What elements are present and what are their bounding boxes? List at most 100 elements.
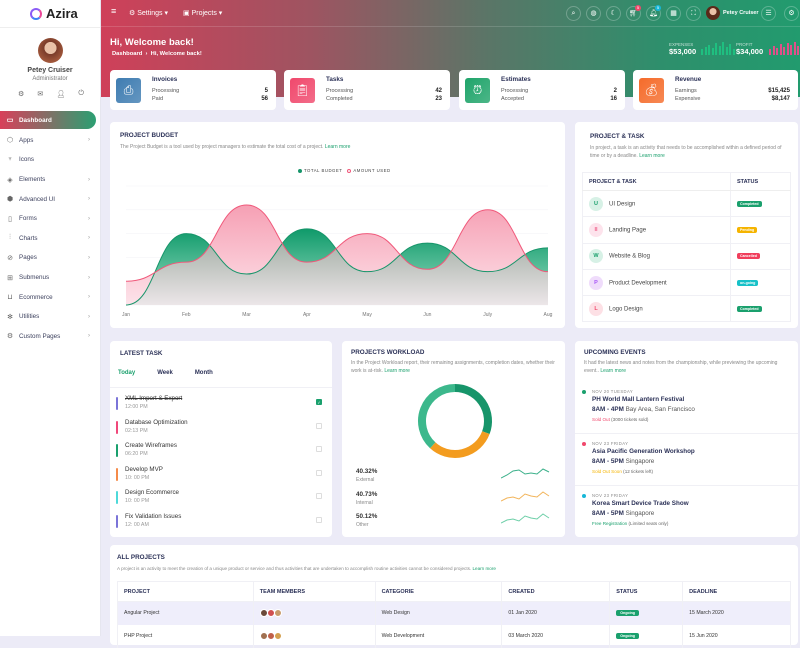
mail-icon[interactable]: ✉ xyxy=(37,91,44,98)
tab-month[interactable]: Month xyxy=(194,370,213,376)
event-item[interactable]: NOV 23 FRIDAY Korea Smart Device Trade S… xyxy=(582,492,798,542)
expenses-value: $53,000 xyxy=(669,47,697,56)
stat-card-estimates[interactable]: ⏰︎ Estimates Processing 2 Accepted 16 xyxy=(459,70,625,110)
task-checkbox[interactable] xyxy=(316,446,322,453)
user-name-top[interactable]: Petey Cruiser xyxy=(723,10,759,16)
sidebar-right-icon[interactable]: ☰ xyxy=(761,6,776,21)
sidebar-item-pages[interactable]: ⊘ Pages › xyxy=(0,248,100,268)
task-checkbox[interactable] xyxy=(316,493,322,500)
column-header: STATUS xyxy=(730,172,791,191)
spark-bar xyxy=(715,43,717,55)
sidebar-item-custom-pages[interactable]: ⚙ Custom Pages › xyxy=(0,327,100,347)
task-checkbox[interactable] xyxy=(316,469,322,476)
stat-card-invoices[interactable]: ⎙ Invoices Processing 5 Paid 56 xyxy=(110,70,276,110)
card-description: It had the latest news and notes from th… xyxy=(584,360,778,374)
table-row[interactable]: PHP Project Web Development 03 March 202… xyxy=(117,624,791,648)
status-badge: Completed xyxy=(737,305,762,312)
task-checkbox[interactable] xyxy=(316,517,322,523)
project-name: Product Development xyxy=(609,280,667,287)
sidebar-item-utilities[interactable]: ✻ Utilities › xyxy=(0,307,100,327)
member-avatar[interactable] xyxy=(273,632,282,640)
apps-grid-icon[interactable]: ▦ xyxy=(666,6,681,21)
brand-logo[interactable]: Azira xyxy=(30,6,78,21)
member-avatar[interactable] xyxy=(273,609,282,618)
task-color-bar xyxy=(116,444,118,458)
profit-label: PROFIT xyxy=(736,42,753,47)
settings-menu[interactable]: ⚙ Settings ▾ xyxy=(129,10,168,17)
breadcrumb-dashboard[interactable]: Dashboard xyxy=(112,51,143,57)
donut-segment-other[interactable] xyxy=(418,384,456,449)
event-place: Bay Area, San Francisco xyxy=(625,406,695,413)
sparkline xyxy=(501,490,550,501)
project-name[interactable]: PHP Project xyxy=(117,624,254,648)
sidebar-item-forms[interactable]: ▯ Forms › xyxy=(0,209,100,229)
sidebar-item-charts[interactable]: ⫶ Charts › xyxy=(0,229,100,249)
learn-more-link[interactable]: Learn more xyxy=(324,144,351,150)
workload-percent: 40.73% xyxy=(356,490,378,498)
event-date: NOV 23 FRIDAY xyxy=(592,493,629,498)
table-row[interactable]: W Website & Blog Cancelled xyxy=(582,243,791,270)
cart-icon[interactable]: 🛒︎ 5 xyxy=(626,5,641,21)
sidebar-item-label: Apps xyxy=(19,136,34,144)
tab-today[interactable]: Today xyxy=(118,370,136,376)
table-row[interactable]: P Product Development on-going xyxy=(582,269,791,297)
learn-more-link[interactable]: Learn more xyxy=(639,153,665,159)
donut-segment-internal[interactable] xyxy=(430,431,490,458)
sidebar-item-icons[interactable]: ♆ Icons xyxy=(0,150,100,170)
sidebar-item-elements[interactable]: ◈ Elements › xyxy=(0,170,100,190)
search-icon[interactable]: ⌕ xyxy=(566,6,581,21)
workload-percent: 40.32% xyxy=(356,468,378,475)
settings-icon[interactable]: ⚙ xyxy=(18,91,25,98)
menu-toggle-icon[interactable]: ≡ xyxy=(111,6,117,16)
sidebar-item-apps[interactable]: ⬡ Apps › xyxy=(0,131,100,151)
status-badge: Ongoing xyxy=(616,610,639,617)
task-checkbox[interactable]: ✓ xyxy=(316,399,322,405)
donut-segment-external[interactable] xyxy=(454,384,492,435)
gear-icon[interactable]: ⚙ xyxy=(784,6,799,21)
project-name[interactable]: Angular Project xyxy=(117,601,254,625)
spark-bar xyxy=(786,43,789,55)
power-icon[interactable]: ⏻ xyxy=(78,90,84,97)
stat-label: Expensive xyxy=(675,96,701,102)
event-item[interactable]: NOV 23 FRIDAY Asia Pacific Generation Wo… xyxy=(582,440,798,490)
sidebar-item-dashboard[interactable]: ▭ Dashboard xyxy=(0,111,96,129)
user-icon[interactable]: 👤︎ xyxy=(56,91,66,98)
legend-total-budget[interactable]: TOTAL BUDGET xyxy=(298,168,342,173)
sidebar-item-submenus[interactable]: ⊞ Submenus › xyxy=(0,268,100,288)
chart-legend: TOTAL BUDGET AMOUNT USED xyxy=(298,168,391,173)
moon-icon[interactable]: ☾ xyxy=(606,6,621,21)
chevron-right-icon: › xyxy=(88,176,90,183)
spark-bar xyxy=(790,45,792,55)
sidebar-item-ecommerce[interactable]: ⊔ Ecommerce › xyxy=(0,287,100,307)
chevron-right-icon: › xyxy=(88,313,90,320)
x-tick-label: July xyxy=(483,312,492,318)
learn-more-link[interactable]: Learn more xyxy=(472,566,496,571)
globe-icon[interactable]: ◍ xyxy=(586,6,601,21)
fullscreen-icon[interactable]: ⛶ xyxy=(686,6,701,21)
task-item: Fix Validation Issues 12: 00 AM xyxy=(116,513,328,533)
user-avatar[interactable] xyxy=(706,6,720,20)
table-row[interactable]: II Landing Page Pending xyxy=(582,216,791,244)
task-checkbox[interactable] xyxy=(316,422,322,429)
stat-card-tasks[interactable]: 📋︎ Tasks Processing 42 Completed 23 xyxy=(284,70,450,110)
workload-item: 50.12% Other xyxy=(342,513,565,533)
stat-card-revenue[interactable]: 💰︎ Revenue Earnings $15,425 Expensive $8,1… xyxy=(633,70,798,110)
tab-week[interactable]: Week xyxy=(157,370,173,376)
bell-icon[interactable]: 🔔︎ 5 xyxy=(646,5,661,21)
table-row[interactable]: U UI Design Completed xyxy=(582,190,791,218)
legend-amount-used[interactable]: AMOUNT USED xyxy=(347,168,390,173)
task-time: 06:20 PM xyxy=(125,451,148,458)
task-item: XML Import & Export 12:00 PM ✓ xyxy=(116,395,328,415)
learn-more-link[interactable]: Learn more xyxy=(384,368,410,374)
table-row[interactable]: L Logo Design Completed xyxy=(582,295,791,323)
task-name: Develop MVP xyxy=(125,465,163,473)
projects-menu[interactable]: ▣ Projects ▾ xyxy=(183,10,223,17)
table-row[interactable]: Angular Project Web Design 01 Jan 2020 O… xyxy=(117,601,791,625)
event-item[interactable]: NOV 20 TUESDAY PH World Mall Lantern Fes… xyxy=(582,388,798,438)
stat-label: Paid xyxy=(152,96,164,102)
spark-bar xyxy=(718,46,721,55)
learn-more-link[interactable]: Learn more xyxy=(600,368,626,374)
sidebar-item-advanced-ui[interactable]: ⬢ Advanced UI › xyxy=(0,189,100,209)
award-icon: ♆ xyxy=(7,156,13,164)
avatar[interactable] xyxy=(38,38,63,63)
